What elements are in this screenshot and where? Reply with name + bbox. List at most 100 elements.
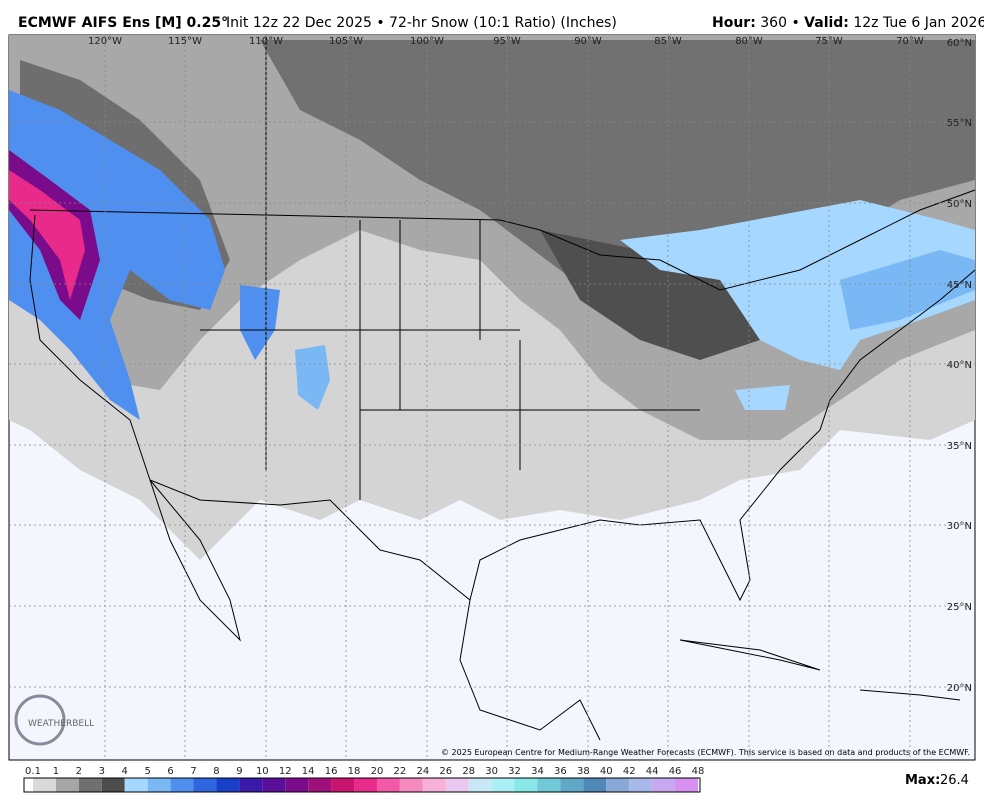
lat-label: 50°N: [947, 199, 972, 210]
colorbar-cell: [33, 778, 56, 792]
colorbar-label: 14: [302, 766, 315, 777]
lon-label: 70°W: [896, 36, 924, 47]
colorbar-cell: [583, 778, 607, 792]
max-label: Max:: [905, 773, 940, 788]
colorbar-cell: [491, 778, 515, 792]
colorbar-cell: [422, 778, 446, 792]
colorbar-label: 44: [646, 766, 659, 777]
snow-blue-colorado: [295, 345, 330, 410]
lon-label: 120°W: [88, 36, 122, 47]
colorbar-cell: [170, 778, 194, 792]
colorbar-cell: [514, 778, 538, 792]
colorbar-label: 38: [577, 766, 590, 777]
colorbar-cell: [124, 778, 148, 792]
snow-blue-west: [9, 90, 225, 420]
colorbar-label: 5: [144, 766, 150, 777]
colorbar-cell: [606, 778, 630, 792]
legend: Max: 26.4 0.1 1 2 3 4 5 6 7 8 9 10 12 14 16 18 20 22 24 26…: [23, 766, 969, 793]
colorbar-cell: [193, 778, 217, 792]
lat-label: 40°N: [947, 360, 972, 371]
snow-darkest: [540, 230, 780, 360]
max-value: 26.4: [940, 773, 969, 788]
lon-label: 80°W: [735, 36, 763, 47]
colorbar-cell: [629, 778, 653, 792]
logo: WEATHERBELL: [14, 694, 94, 746]
lat-label: 20°N: [947, 683, 972, 694]
colorbar-cell: [652, 778, 676, 792]
colorbar-cell: [675, 778, 698, 792]
colorbar-label: 28: [462, 766, 475, 777]
colorbar-cell: [354, 778, 377, 792]
colorbar-cell: [445, 778, 469, 792]
colorbar-cell: [262, 778, 286, 792]
colorbar-label: 48: [692, 766, 705, 777]
snow-lightblue-east: [620, 200, 975, 370]
colorbar-label: 4: [122, 766, 128, 777]
colorbar-cell: [239, 778, 263, 792]
colorbar-cell: [399, 778, 423, 792]
credit: © 2025 European Centre for Medium-Range …: [441, 748, 970, 757]
colorbar-label: 0.1: [25, 766, 41, 777]
colorbar-label: 20: [371, 766, 384, 777]
colorbar-label: 24: [416, 766, 429, 777]
colorbar-label: 26: [439, 766, 452, 777]
colorbar-label: 16: [325, 766, 338, 777]
snow-pink-west: [9, 170, 85, 300]
lon-label: 115°W: [168, 36, 202, 47]
lat-label: 55°N: [947, 118, 972, 129]
hour-label: Hour:: [712, 15, 756, 31]
colorbar-cell: [147, 778, 171, 792]
lat-label: 60°N: [947, 38, 972, 49]
logo-swirl: [14, 694, 66, 746]
lat-label: 45°N: [947, 280, 972, 291]
colorbar-frame: [23, 777, 701, 793]
colorbar-cell: [55, 778, 79, 792]
lon-label: 90°W: [574, 36, 602, 47]
colorbar-cell: [101, 778, 125, 792]
colorbar-cell: [376, 778, 400, 792]
colorbar-cell: [468, 778, 492, 792]
colorbar-cell: [331, 778, 355, 792]
lat-label: 25°N: [947, 602, 972, 613]
colorbar-label: 3: [99, 766, 105, 777]
colorbar-label: 7: [190, 766, 196, 777]
colorbar-label: 8: [213, 766, 219, 777]
colorbar-label: 36: [554, 766, 567, 777]
lon-label: 75°W: [815, 36, 843, 47]
lon-label: 110°W: [249, 36, 283, 47]
colorbar-label: 22: [394, 766, 407, 777]
colorbar-cell: [216, 778, 240, 792]
colorbar-cell: [560, 778, 584, 792]
colorbar-label: 46: [669, 766, 682, 777]
colorbar-cell: [24, 778, 33, 792]
colorbar-label: 40: [600, 766, 613, 777]
logo-text: WEATHERBELL: [28, 719, 94, 729]
colorbar-label: 30: [485, 766, 498, 777]
colorbar-label: 2: [76, 766, 82, 777]
colorbar-label: 10: [256, 766, 269, 777]
subtitle: Init 12z 22 Dec 2025 • 72-hr Snow (10:1 …: [226, 15, 617, 31]
snow-blue-rockies: [240, 285, 280, 360]
colorbar-label: 9: [236, 766, 242, 777]
valid: 12z Tue 6 Jan 2026: [853, 15, 984, 31]
colorbar-label: 32: [508, 766, 521, 777]
colorbar-cell: [308, 778, 332, 792]
hour: 360: [760, 15, 787, 31]
colorbar-cell: [78, 778, 102, 792]
colorbar-label: 6: [167, 766, 173, 777]
colorbar-label: 18: [348, 766, 361, 777]
lon-label: 100°W: [410, 36, 444, 47]
lon-label: 95°W: [493, 36, 521, 47]
map: WEATHERBELL © 2025 European Centre for M…: [8, 34, 976, 761]
separator: •: [791, 15, 799, 31]
lon-label: 105°W: [329, 36, 363, 47]
colorbar-cell: [537, 778, 561, 792]
colorbar-label: 1: [53, 766, 59, 777]
valid-label: Valid:: [804, 15, 849, 31]
lat-label: 30°N: [947, 521, 972, 532]
borders: [29, 35, 976, 741]
colorbar-label: 42: [623, 766, 636, 777]
title: ECMWF AIFS Ens [M] 0.25°: [18, 15, 228, 31]
valid-info: Hour: 360 • Valid: 12z Tue 6 Jan 2026: [712, 15, 984, 31]
snow-blue-east: [840, 250, 975, 330]
